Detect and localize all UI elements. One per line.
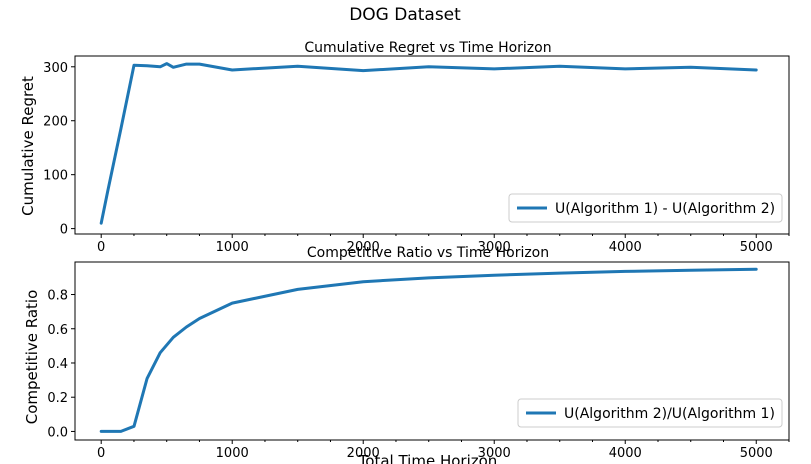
regret-chart: Cumulative Regret vs Time Horizon Cumula…: [19, 40, 790, 255]
ratio-legend-label: U(Algorithm 2)/U(Algorithm 1): [564, 406, 775, 422]
figure-title: DOG Dataset: [349, 5, 461, 25]
ratio-xtick-label-1: 1000: [216, 446, 249, 461]
regret-chart-title: Cumulative Regret vs Time Horizon: [304, 40, 551, 56]
regret-plot-frame: [74, 55, 790, 235]
regret-chart-ylabel: Cumulative Regret: [19, 76, 37, 216]
regret-xtick-label-4: 4000: [609, 240, 642, 255]
regret-xtick-label-1: 1000: [216, 240, 249, 255]
regret-legend-label: U(Algorithm 1) - U(Algorithm 2): [555, 201, 775, 217]
ratio-legend-box: [517, 398, 783, 428]
regret-xtick-label-0: 0: [97, 240, 105, 255]
ratio-xtick-label-3: 3000: [478, 446, 511, 461]
ratio-ytick-label-2: 0.4: [47, 357, 68, 372]
ratio-ytick-label-3: 0.6: [47, 323, 68, 338]
ratio-chart-title: Competitive Ratio vs Time Horizon: [307, 245, 549, 261]
ratio-ytick-label-1: 0.2: [47, 391, 68, 406]
ratio-series-line-0: [99, 267, 758, 433]
ratio-xtick-label-0: 0: [97, 446, 105, 461]
ratio-xtick-label-4: 4000: [609, 446, 642, 461]
regret-xtick-label-3: 3000: [478, 240, 511, 255]
regret-xtick-label-5: 5000: [740, 240, 773, 255]
ratio-plot-frame: [74, 261, 790, 441]
regret-ytick-label-2: 200: [43, 115, 68, 130]
ratio-ytick-label-0: 0.0: [47, 425, 68, 440]
regret-ytick-label-3: 300: [43, 61, 68, 76]
regret-legend-box: [508, 193, 783, 223]
ratio-xtick-label-5: 5000: [740, 446, 773, 461]
ratio-chart: Competitive Ratio vs Time Horizon Compet…: [23, 245, 790, 464]
ratio-xtick-label-2: 2000: [347, 446, 380, 461]
regret-ytick-label-0: 0: [60, 223, 68, 238]
ratio-ytick-label-4: 0.8: [47, 289, 68, 304]
regret-series-line-0: [99, 62, 758, 225]
ratio-chart-ylabel: Competitive Ratio: [23, 290, 41, 425]
regret-xtick-label-2: 2000: [347, 240, 380, 255]
ratio-chart-xlabel: Total Time Horizon: [358, 452, 498, 464]
regret-ytick-label-1: 100: [43, 169, 68, 184]
